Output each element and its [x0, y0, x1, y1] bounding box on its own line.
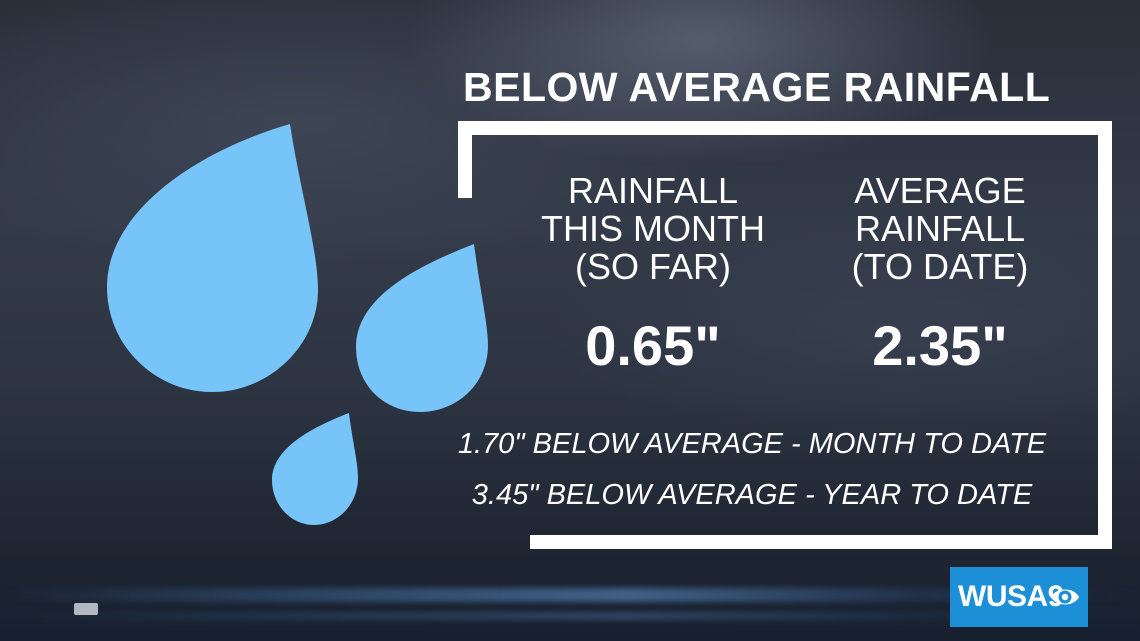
- year-deficit-note: 3.45" BELOW AVERAGE - YEAR TO DATE: [471, 479, 1033, 511]
- column-header-month-rainfall: RAINFALL THIS MONTH (SO FAR): [508, 172, 798, 286]
- column-header-line: (TO DATE): [851, 246, 1029, 287]
- background-light-streak: [0, 588, 1140, 602]
- station-logo: WUSA9: [950, 567, 1088, 627]
- column-header-line: RAINFALL: [854, 208, 1026, 249]
- column-header-average-rainfall: AVERAGE RAINFALL (TO DATE): [805, 172, 1075, 286]
- page-title: BELOW AVERAGE RAINFALL: [463, 64, 1051, 110]
- rainfall-month-value: 0.65": [585, 314, 721, 377]
- background-light: [74, 603, 98, 615]
- raindrop-icon: [272, 413, 358, 525]
- background-light-streak: [0, 612, 1140, 620]
- raindrop-icon: [107, 124, 318, 392]
- cbs-eye-icon: [1051, 589, 1079, 605]
- rainfall-average-value: 2.35": [872, 314, 1008, 377]
- month-deficit-note: 1.70" BELOW AVERAGE - MONTH TO DATE: [457, 428, 1047, 460]
- column-header-line: (SO FAR): [574, 246, 731, 287]
- column-header-line: AVERAGE: [854, 170, 1026, 211]
- column-header-line: RAINFALL: [567, 170, 739, 211]
- logo-text: WUSA9: [958, 580, 1064, 613]
- raindrop-icon: [356, 244, 488, 412]
- column-header-line: THIS MONTH: [541, 208, 765, 249]
